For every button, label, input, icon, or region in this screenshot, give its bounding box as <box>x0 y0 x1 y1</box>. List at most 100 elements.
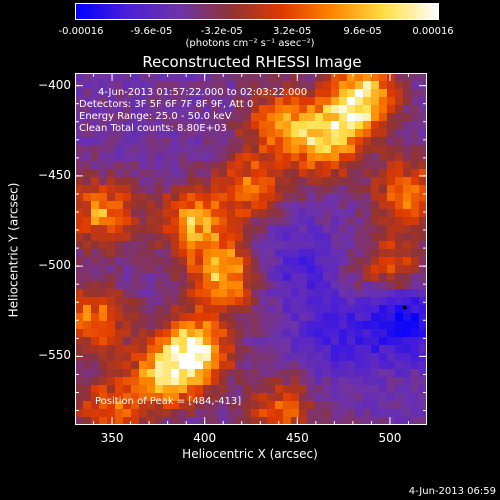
heatmap-cell <box>243 161 252 170</box>
heatmap-cell <box>139 401 148 410</box>
heatmap-cell <box>99 225 108 234</box>
heatmap-cell <box>227 401 236 410</box>
heatmap-cell <box>123 409 132 418</box>
heatmap-cell <box>187 145 196 154</box>
heatmap-cell <box>171 305 180 314</box>
heatmap-cell <box>267 193 276 202</box>
heatmap-cell <box>243 409 252 418</box>
heatmap-cell <box>371 417 380 425</box>
heatmap-cell <box>123 97 132 106</box>
heatmap-cell <box>123 225 132 234</box>
heatmap-cell <box>363 353 372 362</box>
heatmap-cell <box>267 361 276 370</box>
heatmap-cell <box>411 177 420 186</box>
heatmap-cell <box>155 89 164 98</box>
heatmap-cell <box>203 297 212 306</box>
heatmap-cell <box>75 361 84 370</box>
heatmap-cell <box>147 417 156 425</box>
heatmap-cell <box>403 297 412 306</box>
heatmap-cell <box>371 161 380 170</box>
heatmap-cell <box>283 73 292 82</box>
heatmap-cell <box>107 337 116 346</box>
heatmap-cell <box>107 145 116 154</box>
heatmap-cell <box>99 345 108 354</box>
heatmap-cell <box>315 313 324 322</box>
heatmap-cell <box>291 321 300 330</box>
heatmap-cell <box>115 353 124 362</box>
heatmap-cell <box>307 137 316 146</box>
heatmap-cell <box>363 185 372 194</box>
heatmap-cell <box>91 121 100 130</box>
heatmap-cell <box>307 369 316 378</box>
heatmap-cell <box>227 249 236 258</box>
heatmap-cell <box>235 161 244 170</box>
heatmap-cell <box>227 409 236 418</box>
heatmap-cell <box>99 281 108 290</box>
heatmap-cell <box>235 209 244 218</box>
heatmap-cell <box>203 169 212 178</box>
heatmap-cell <box>163 281 172 290</box>
heatmap-cell <box>211 113 220 122</box>
heatmap-cell <box>323 121 332 130</box>
heatmap-cell <box>171 329 180 338</box>
heatmap-cell <box>363 329 372 338</box>
heatmap-cell <box>395 89 404 98</box>
heatmap-cell <box>243 353 252 362</box>
heatmap-cell <box>387 81 396 90</box>
heatmap-cell <box>339 313 348 322</box>
heatmap-cell <box>251 113 260 122</box>
heatmap-cell <box>395 409 404 418</box>
heatmap-cell <box>147 81 156 90</box>
heatmap-cell <box>83 257 92 266</box>
heatmap-cell <box>235 257 244 266</box>
heatmap-cell <box>395 393 404 402</box>
heatmap-cell <box>323 225 332 234</box>
heatmap-cell <box>115 329 124 338</box>
heatmap-cell <box>171 73 180 82</box>
heatmap-cell <box>195 105 204 114</box>
heatmap-cell <box>187 353 196 362</box>
heatmap-cell <box>379 217 388 226</box>
heatmap-cell <box>259 145 268 154</box>
heatmap-cell <box>171 377 180 386</box>
heatmap-cell <box>411 377 420 386</box>
heatmap-cell <box>187 129 196 138</box>
heatmap-cell <box>179 177 188 186</box>
heatmap-cell <box>187 233 196 242</box>
heatmap-cell <box>75 73 84 82</box>
heatmap-cell <box>395 353 404 362</box>
heatmap-cell <box>179 153 188 162</box>
heatmap-cell <box>307 201 316 210</box>
heatmap-cell <box>315 297 324 306</box>
heatmap-cell <box>211 121 220 130</box>
heatmap-cell <box>411 297 420 306</box>
heatmap-cell <box>219 345 228 354</box>
heatmap-cell <box>331 297 340 306</box>
heatmap-cell <box>187 401 196 410</box>
heatmap-cell <box>395 265 404 274</box>
heatmap-cell <box>275 385 284 394</box>
heatmap-cell <box>395 177 404 186</box>
heatmap-cell <box>107 385 116 394</box>
heatmap-cell <box>315 97 324 106</box>
heatmap-cell <box>347 305 356 314</box>
heatmap-cell <box>91 153 100 162</box>
heatmap-cell <box>195 129 204 138</box>
heatmap-cell <box>299 289 308 298</box>
heatmap-cell <box>155 185 164 194</box>
colorbar-units-label: (photons cm⁻² s⁻¹ asec⁻²) <box>185 38 315 49</box>
heatmap-cell <box>387 353 396 362</box>
heatmap-cell <box>403 233 412 242</box>
heatmap-cell <box>411 305 420 314</box>
heatmap-cell <box>267 185 276 194</box>
heatmap-cell <box>395 281 404 290</box>
heatmap-cell <box>83 321 92 330</box>
heatmap-cell <box>363 177 372 186</box>
heatmap-cell <box>419 297 427 306</box>
heatmap-cell <box>203 233 212 242</box>
heatmap-cell <box>147 241 156 250</box>
heatmap-cell <box>219 137 228 146</box>
heatmap-cell <box>179 193 188 202</box>
heatmap-cell <box>147 233 156 242</box>
heatmap-cell <box>259 201 268 210</box>
